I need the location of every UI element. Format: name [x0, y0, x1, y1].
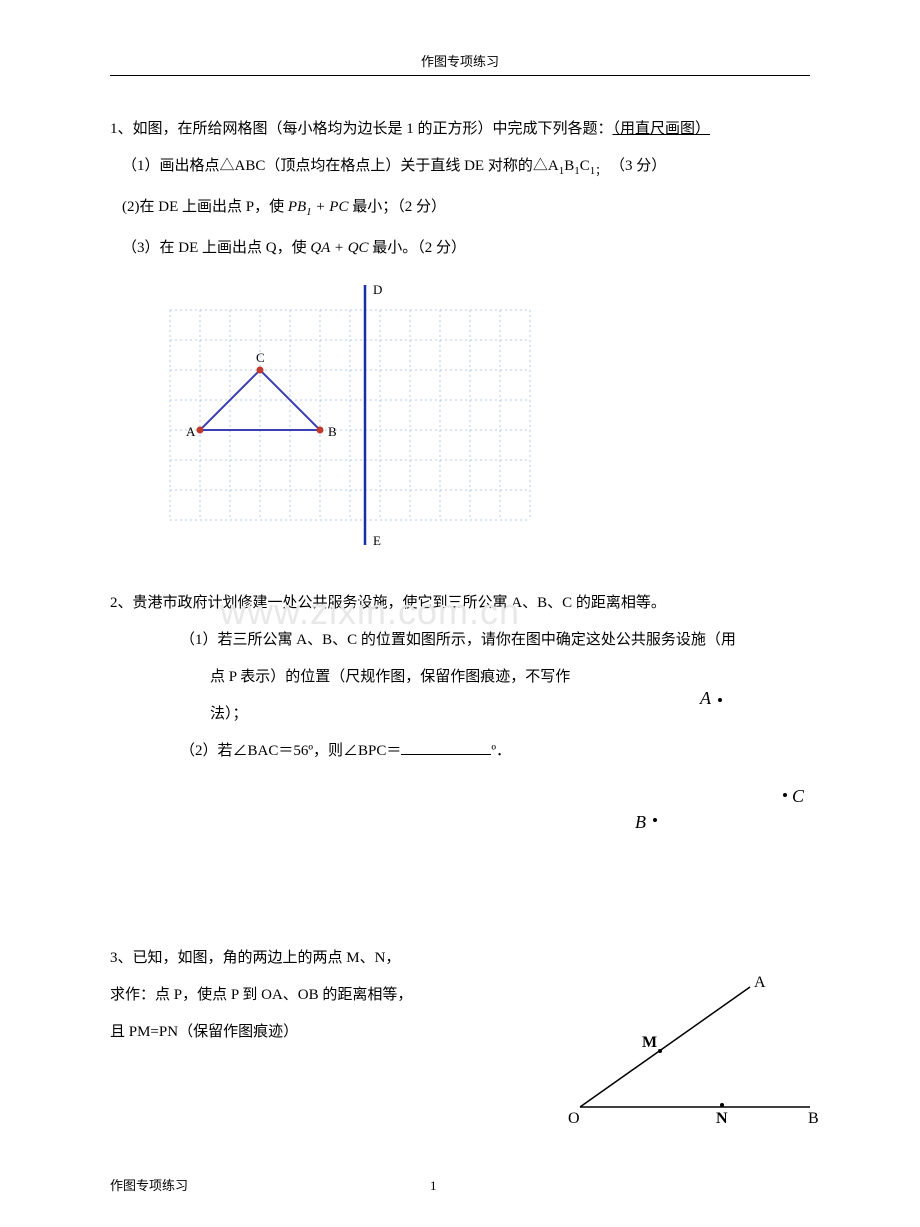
q2-p2-post: º． [491, 743, 511, 759]
page-number: 1 [430, 1174, 437, 1197]
q1-p3-e: QA + QC [310, 240, 368, 256]
q1-p1-pre: （1）画出格点△ABC（顶点均在格点上）关于直线 DE 对称的△A [122, 158, 559, 174]
q2-diagram: A C B [620, 680, 820, 860]
q3-svg: O A B M N [550, 967, 830, 1127]
q1-p1-b: B [564, 158, 574, 174]
q1-p2-eb: + PC [312, 199, 349, 215]
svg-text:A: A [186, 424, 196, 439]
svg-text:B: B [328, 424, 337, 439]
q1-p1-pts: （3 分） [610, 158, 666, 174]
page-header: 作图专项练习 [110, 50, 810, 76]
q2-p1a: （1）若三所公寓 A、B、C 的位置如图所示，请你在图中确定这处公共服务设施（用 [110, 627, 810, 654]
q3-label-n: N [716, 1110, 728, 1127]
q2-label-b: B [635, 812, 646, 832]
q2-label-c: C [792, 786, 805, 806]
q1-p1-s3: 1； [590, 165, 607, 177]
q2-p2-pre: （2）若∠BAC＝56º，则∠BPC＝ [180, 743, 401, 759]
svg-text:C: C [256, 350, 265, 365]
q3-diagram: O A B M N [550, 967, 830, 1137]
q3-label-m: M [642, 1034, 657, 1051]
q1-grid-figure: A B C D E [150, 280, 810, 570]
q2-label-a: A [699, 688, 712, 708]
q1-p1-c: C [580, 158, 590, 174]
q1-stem-text: 1、如图，在所给网格图（每小格均为边长是 1 的正方形）中完成下列各题： [110, 121, 613, 137]
svg-text:E: E [373, 533, 381, 548]
q2-stem: 2、贵港市政府计划修建一处公共服务设施，使它到三所公寓 A、B、C 的距离相等。 [110, 590, 810, 617]
q2-svg: A C B [620, 680, 820, 850]
q3-label-o: O [568, 1110, 580, 1127]
page-footer-title: 作图专项练习 [110, 1174, 188, 1197]
q2-blank [401, 741, 491, 755]
q1-p3-pre: （3）在 DE 上画出点 Q，使 [122, 240, 310, 256]
q3-label-a: A [754, 974, 766, 991]
svg-text:D: D [373, 282, 382, 297]
q1-p2-post: 最小；（2 分） [348, 199, 446, 215]
q1-stem: 1、如图，在所给网格图（每小格均为边长是 1 的正方形）中完成下列各题：（用直尺… [110, 116, 810, 143]
q1-p3-post: 最小。（2 分） [369, 240, 467, 256]
q1-part3: （3）在 DE 上画出点 Q，使 QA + QC 最小。（2 分） [110, 235, 810, 262]
q3-label-b: B [808, 1110, 819, 1127]
q1-part2: (2)在 DE 上画出点 P，使 PB1 + PC 最小；（2 分） [110, 194, 810, 223]
q1-p2-ea: PB [288, 199, 306, 215]
q1-hint: （用直尺画图） [613, 121, 711, 137]
grid-svg: A B C D E [150, 280, 550, 560]
q1-p2-pre: (2)在 DE 上画出点 P，使 [122, 199, 288, 215]
q1-part1: （1）画出格点△ABC（顶点均在格点上）关于直线 DE 对称的△A1B1C1； … [110, 153, 810, 182]
